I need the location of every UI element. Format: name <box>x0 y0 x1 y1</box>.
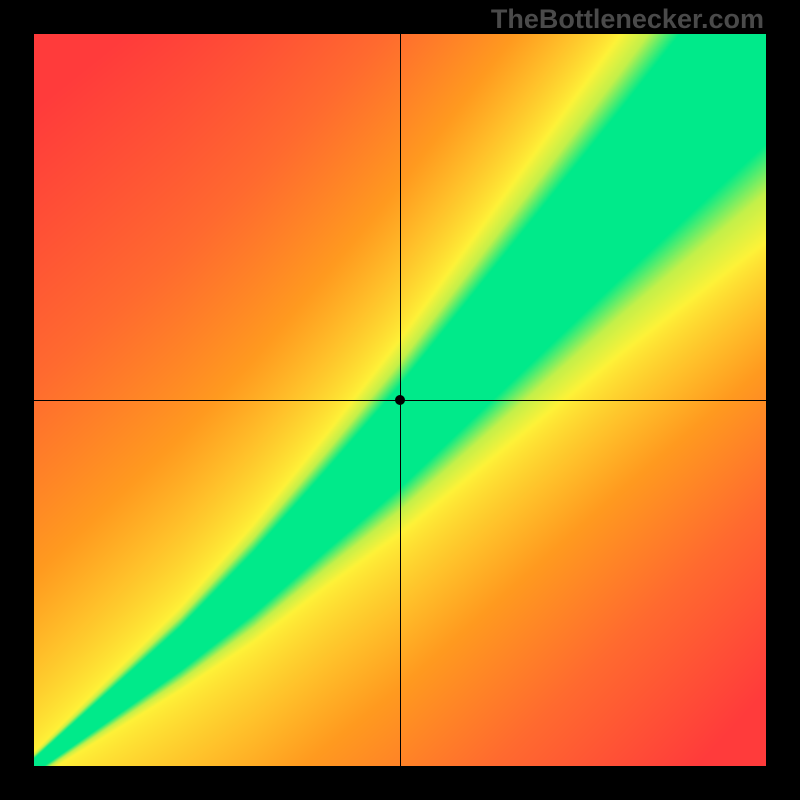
watermark-label: TheBottlenecker.com <box>491 4 764 35</box>
marker-point <box>395 395 405 405</box>
heatmap-plot <box>34 34 766 766</box>
chart-frame: TheBottlenecker.com <box>0 0 800 800</box>
